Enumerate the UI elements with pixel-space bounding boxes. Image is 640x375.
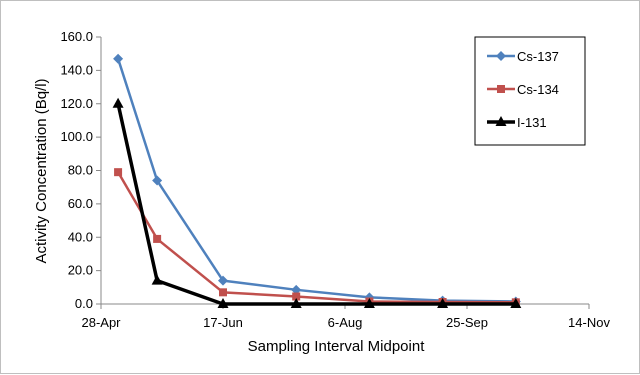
x-tick-label: 14-Nov — [568, 315, 610, 330]
legend: Cs-137 Cs-134 I-131 — [474, 36, 586, 146]
x-tick-label: 28-Apr — [81, 315, 121, 330]
legend-label: I-131 — [517, 115, 547, 130]
data-point — [510, 298, 522, 308]
series-line — [116, 103, 516, 306]
data-point — [112, 97, 124, 108]
legend-swatch-marker — [496, 51, 506, 61]
y-tick-label: 80.0 — [68, 163, 93, 178]
y-tick-label: 160.0 — [60, 29, 93, 44]
data-point — [292, 292, 301, 301]
data-point — [290, 298, 302, 308]
series-line — [117, 171, 516, 304]
data-point — [363, 298, 375, 308]
y-tick-label: 60.0 — [68, 196, 93, 211]
y-tick-label: 40.0 — [68, 229, 93, 244]
data-point — [113, 53, 124, 64]
y-tick-label: 20.0 — [68, 263, 93, 278]
legend-label: Cs-137 — [517, 49, 559, 64]
data-point — [217, 298, 229, 308]
series-i-131 — [112, 97, 522, 308]
data-point — [153, 234, 162, 243]
x-axis-label: Sampling Interval Midpoint — [248, 338, 426, 355]
y-axis-label: Activity Concentration (Bq/l) — [33, 78, 50, 263]
data-point — [437, 298, 449, 308]
y-tick-label: 0.0 — [75, 296, 93, 311]
y-tick-label: 120.0 — [60, 96, 93, 111]
x-tick-label: 17-Jun — [203, 315, 243, 330]
y-tick-labels: 0.0 20.0 40.0 60.0 80.0 100.0 120.0 140.0 160.0 — [60, 29, 101, 311]
data-point — [151, 274, 163, 285]
x-tick-labels: 28-Apr 17-Jun 6-Aug 25-Sep 14-Nov — [81, 304, 610, 330]
legend-swatch-marker — [495, 116, 507, 126]
data-point — [218, 275, 228, 286]
data-point — [114, 168, 123, 177]
series-cs-137 — [113, 53, 521, 307]
legend-label: Cs-134 — [517, 82, 559, 97]
series-line — [116, 58, 516, 303]
series-group — [112, 53, 522, 308]
y-tick-label: 100.0 — [60, 129, 93, 144]
data-point — [219, 288, 227, 297]
x-tick-label: 25-Sep — [446, 315, 488, 330]
y-tick-label: 140.0 — [60, 62, 93, 77]
x-tick-label: 6-Aug — [328, 315, 363, 330]
data-point — [152, 175, 163, 186]
legend-swatch-marker — [497, 85, 505, 93]
data-point — [291, 284, 302, 295]
